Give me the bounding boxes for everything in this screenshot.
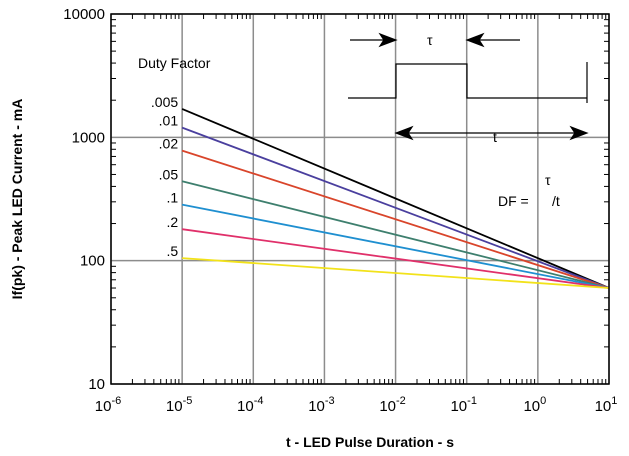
tau-label: τ (427, 32, 433, 48)
series-labels: .005 .01 .02 .05 .1 .2 .5 (151, 94, 178, 259)
series-label: .2 (166, 214, 178, 230)
series-label: .05 (159, 166, 179, 182)
series-line (181, 180, 610, 289)
y-axis-title: If(pk) - Peak LED Current - mA (9, 99, 25, 300)
t-label: t (493, 129, 497, 145)
df-formula-suffix: /t (552, 193, 560, 209)
x-tick-label: 10-4 (237, 395, 263, 415)
series-line (181, 203, 610, 289)
x-tick-label: 101 (595, 395, 618, 415)
series-label: .02 (159, 136, 179, 152)
y-tick-label: 10000 (63, 6, 105, 23)
series-label: .5 (166, 243, 178, 259)
series-line (182, 257, 610, 289)
x-tick-label: 10-3 (308, 395, 334, 415)
df-formula-prefix: DF = (498, 193, 529, 209)
y-tick-label: 10 (88, 376, 105, 393)
tau-arrow-left-head (378, 32, 398, 48)
x-tick-label: 10-6 (95, 395, 121, 415)
pulse-waveform (348, 63, 587, 99)
series-label: .01 (159, 113, 179, 129)
x-tick-label: 100 (523, 395, 546, 415)
x-axis-title: t - LED Pulse Duration - s (286, 434, 454, 450)
t-arrow-right-head (569, 125, 589, 141)
t-arrow-left-head (394, 125, 414, 141)
tau-arrow-right-head (465, 32, 485, 48)
series-label: .005 (151, 94, 178, 110)
series-line (181, 149, 610, 289)
series-lines (181, 108, 610, 289)
series-line (181, 126, 610, 289)
y-tick-labels: 10 100 1000 10000 (63, 6, 105, 393)
y-tick-label: 1000 (72, 129, 105, 146)
pulse-diagram (348, 32, 589, 141)
series-line (181, 108, 610, 289)
series-label: .1 (166, 190, 178, 206)
x-tick-label: 10-1 (450, 395, 476, 415)
legend-title: Duty Factor (138, 55, 211, 71)
x-tick-label: 10-5 (166, 395, 192, 415)
series-line (181, 228, 610, 289)
df-formula-tau: τ (545, 172, 551, 188)
y-tick-label: 100 (80, 253, 105, 270)
minor-ticks (111, 14, 609, 384)
x-tick-labels: 10-6 10-5 10-4 10-3 10-2 10-1 100 101 (95, 395, 618, 415)
x-tick-label: 10-2 (379, 395, 405, 415)
plot-frame (110, 13, 610, 385)
